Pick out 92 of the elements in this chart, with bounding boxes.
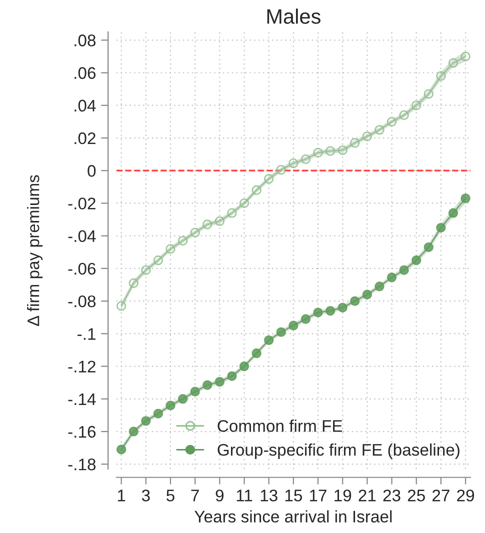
point — [338, 302, 348, 312]
y-tick-label: .06 — [74, 67, 96, 79]
point — [239, 361, 250, 372]
x-tick-label: 7 — [191, 490, 199, 502]
point — [424, 89, 434, 99]
point — [214, 216, 225, 226]
point — [264, 335, 274, 346]
point — [116, 301, 126, 311]
point — [362, 290, 372, 300]
point — [202, 380, 212, 390]
point — [153, 408, 164, 418]
point — [362, 131, 372, 142]
point — [436, 222, 446, 233]
x-tick-label: 3 — [142, 490, 150, 502]
x-tick-label: 21 — [358, 490, 376, 502]
point — [386, 272, 397, 282]
point — [227, 208, 237, 218]
point — [190, 228, 200, 238]
point — [350, 138, 360, 148]
y-tick-label: -.14 — [68, 393, 96, 405]
point — [153, 255, 164, 266]
y-tick-label: -.06 — [68, 262, 96, 275]
point — [424, 242, 434, 252]
x-tick-label: 15 — [285, 490, 302, 502]
point — [412, 255, 422, 266]
x-axis-title: Years since arrival in Israel — [194, 510, 392, 523]
point — [300, 314, 311, 324]
point — [313, 308, 323, 318]
x-tick-label: 11 — [236, 490, 252, 502]
point — [252, 185, 262, 196]
legend-label: Group-specific firm FE (baseline) — [218, 444, 460, 460]
y-tick-label: -.12 — [68, 360, 96, 372]
point — [350, 296, 360, 306]
point — [264, 174, 274, 184]
x-tick-label: 13 — [260, 490, 278, 502]
x-tick-label: 9 — [216, 490, 224, 502]
point — [227, 371, 237, 381]
point — [202, 220, 212, 230]
y-tick-label: -.08 — [68, 295, 96, 308]
y-axis-title: Δ firm pay premiums — [27, 175, 43, 326]
x-tick-label: 17 — [310, 490, 326, 502]
x-tick-label: 1 — [118, 490, 126, 502]
point — [116, 444, 126, 454]
point — [460, 193, 470, 204]
x-tick-label: 23 — [383, 490, 400, 502]
point — [436, 71, 446, 81]
point — [300, 154, 311, 164]
point — [313, 148, 323, 158]
y-tick-label: .04 — [74, 100, 96, 112]
point — [399, 265, 409, 275]
y-tick-label: .02 — [74, 132, 96, 144]
point — [166, 244, 176, 254]
legend-label: Common firm FE — [218, 420, 342, 432]
x-tick-label: 5 — [166, 490, 174, 502]
point — [288, 320, 298, 330]
x-tick-label: 19 — [334, 490, 352, 502]
point — [374, 282, 384, 292]
point — [325, 306, 336, 316]
point — [252, 348, 262, 358]
point — [460, 52, 470, 62]
x-tick-label: 29 — [457, 490, 474, 502]
point — [166, 400, 176, 410]
point — [288, 158, 298, 168]
point — [399, 110, 409, 120]
x-tick-label: 27 — [432, 490, 450, 502]
point — [412, 100, 422, 110]
point — [141, 265, 151, 275]
point — [128, 426, 138, 436]
point — [448, 208, 458, 218]
point — [386, 116, 397, 127]
y-tick-label: 0 — [88, 165, 96, 177]
y-tick-label: -.16 — [68, 426, 96, 438]
point — [325, 146, 336, 156]
y-tick-label: -.18 — [68, 458, 96, 470]
point — [374, 124, 384, 135]
point — [276, 164, 286, 175]
point — [128, 278, 138, 288]
point — [178, 394, 188, 404]
y-tick-label: -.1 — [78, 328, 96, 340]
point — [141, 416, 151, 426]
y-tick-label: -.04 — [68, 230, 96, 242]
point — [239, 198, 250, 208]
point — [448, 58, 458, 68]
chart-title: Males — [267, 8, 320, 24]
y-tick-label: -.02 — [68, 198, 96, 210]
y-tick-label: .08 — [74, 34, 96, 46]
point — [178, 236, 188, 246]
point — [338, 145, 348, 156]
point — [190, 386, 200, 396]
point — [276, 327, 286, 337]
point — [214, 376, 225, 387]
x-tick-label: 25 — [408, 490, 425, 502]
